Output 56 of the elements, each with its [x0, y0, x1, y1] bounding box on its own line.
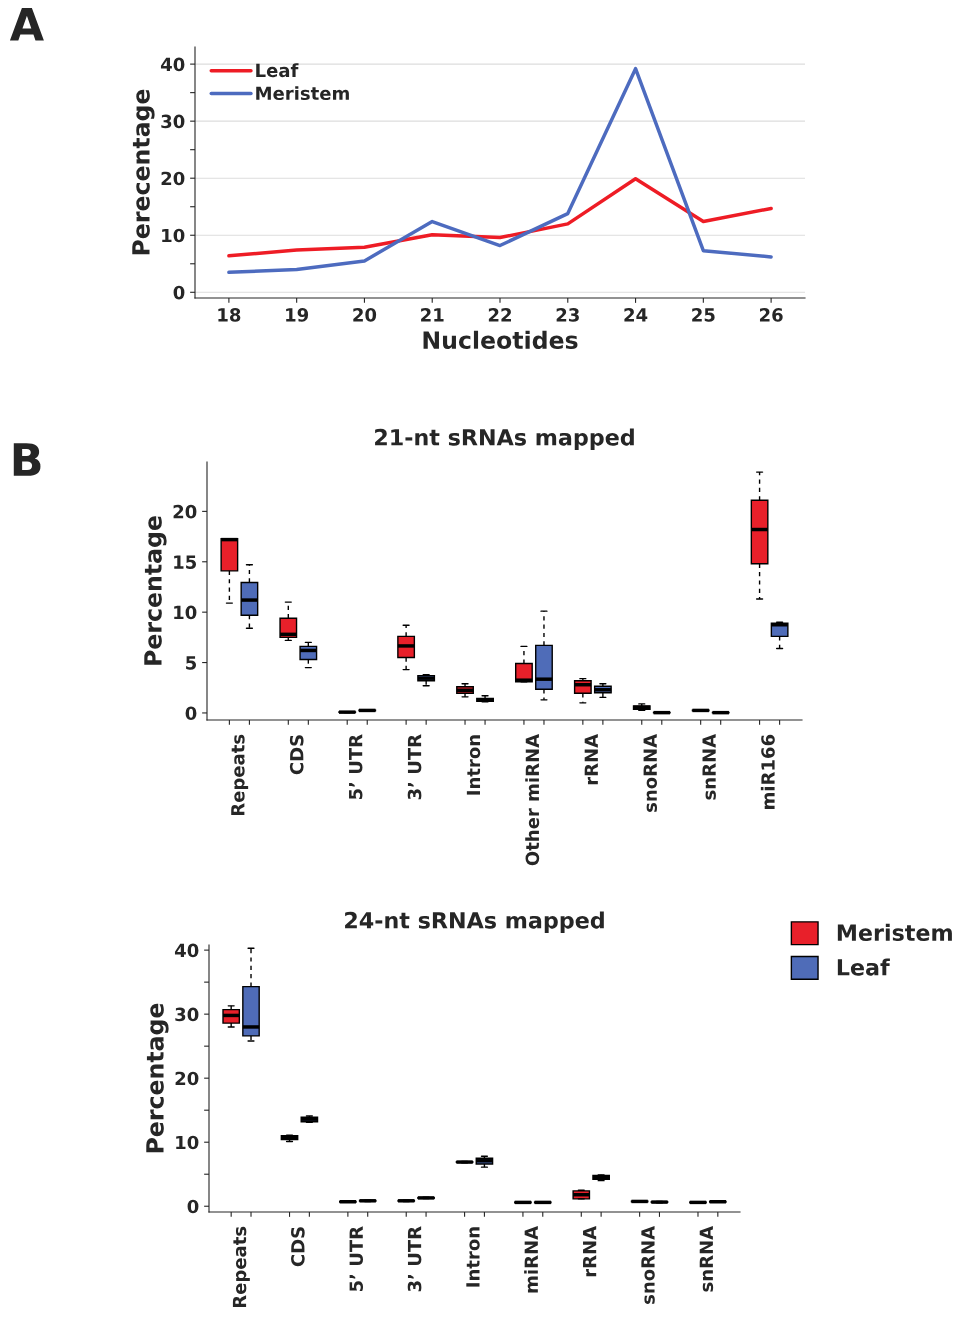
line-series [227, 177, 773, 258]
y-axis-title: Percentage [144, 516, 167, 665]
y-axis-title: Percentage [146, 1003, 169, 1153]
x-tick-label: CDS [291, 1227, 305, 1267]
x-tick-label: snRNA [699, 1225, 714, 1292]
y-tick-label: 15 [174, 555, 197, 569]
y-tick-label: 20 [173, 504, 197, 519]
x-tick-label: Repeats [231, 734, 249, 816]
x-tick-label: Repeats [232, 1226, 250, 1308]
y-tick-label: 0 [173, 285, 185, 300]
x-tick-label: 25 [692, 308, 715, 322]
x-tick-label: 20 [353, 308, 377, 322]
y-tick-label: 10 [174, 605, 197, 620]
x-tick-label: Intron [466, 735, 481, 795]
text: B [13, 443, 41, 476]
y-tick-label: 30 [175, 1007, 199, 1022]
y-tick-label: 10 [162, 228, 185, 243]
y-tick-label: 5 [186, 656, 197, 670]
x-tick-label: 3’ UTR [407, 1226, 422, 1292]
y-tick-label: 30 [161, 114, 185, 129]
x-tick-label: 26 [759, 308, 783, 322]
legend-label: Leaf [837, 958, 890, 976]
x-tick-label: rRNA [583, 1225, 597, 1277]
chart-title: 24-nt sRNAs mapped [345, 911, 604, 933]
legend-label: Meristem [837, 923, 952, 942]
x-tick-label: snoRNA [641, 1225, 655, 1304]
y-tick-label: 20 [175, 1071, 199, 1086]
x-tick-label: snRNA [702, 733, 716, 800]
x-tick-label: 5’ UTR [349, 1226, 364, 1292]
x-tick-label: 24 [624, 308, 648, 322]
x-tick-label: snoRNA [643, 733, 658, 812]
x-tick-label: 21 [421, 308, 444, 322]
x-tick-label: 23 [556, 308, 579, 322]
x-tick-label: rRNA [584, 733, 598, 785]
x-tick-label: CDS [289, 735, 304, 775]
y-axis-title: Perecentage [132, 89, 155, 255]
x-axis-title: Nucleotides [423, 330, 578, 350]
y-tick-label: 40 [174, 943, 199, 958]
y-tick-label: 10 [176, 1135, 199, 1150]
chart-title: 21-nt sRNAs mapped [375, 428, 634, 450]
x-tick-label: Other miRNA [525, 733, 540, 866]
x-tick-label: Intron [466, 1227, 480, 1287]
y-tick-label: 0 [185, 706, 197, 721]
legend-label: Leaf [256, 63, 299, 78]
y-tick-label: 20 [161, 171, 185, 186]
x-tick-label: 5’ UTR [349, 734, 363, 800]
x-tick-label: 18 [218, 308, 241, 322]
x-tick-label: miR166 [760, 734, 775, 809]
legend-label: Meristem [256, 86, 349, 101]
text: A [9, 8, 44, 41]
x-tick-label: 3’ UTR [407, 734, 422, 800]
y-tick-label: 0 [187, 1199, 199, 1214]
y-tick-label: 40 [160, 57, 185, 72]
x-tick-label: miRNA [524, 1225, 538, 1293]
x-tick-label: 19 [286, 308, 309, 322]
x-tick-label: 22 [488, 308, 511, 322]
